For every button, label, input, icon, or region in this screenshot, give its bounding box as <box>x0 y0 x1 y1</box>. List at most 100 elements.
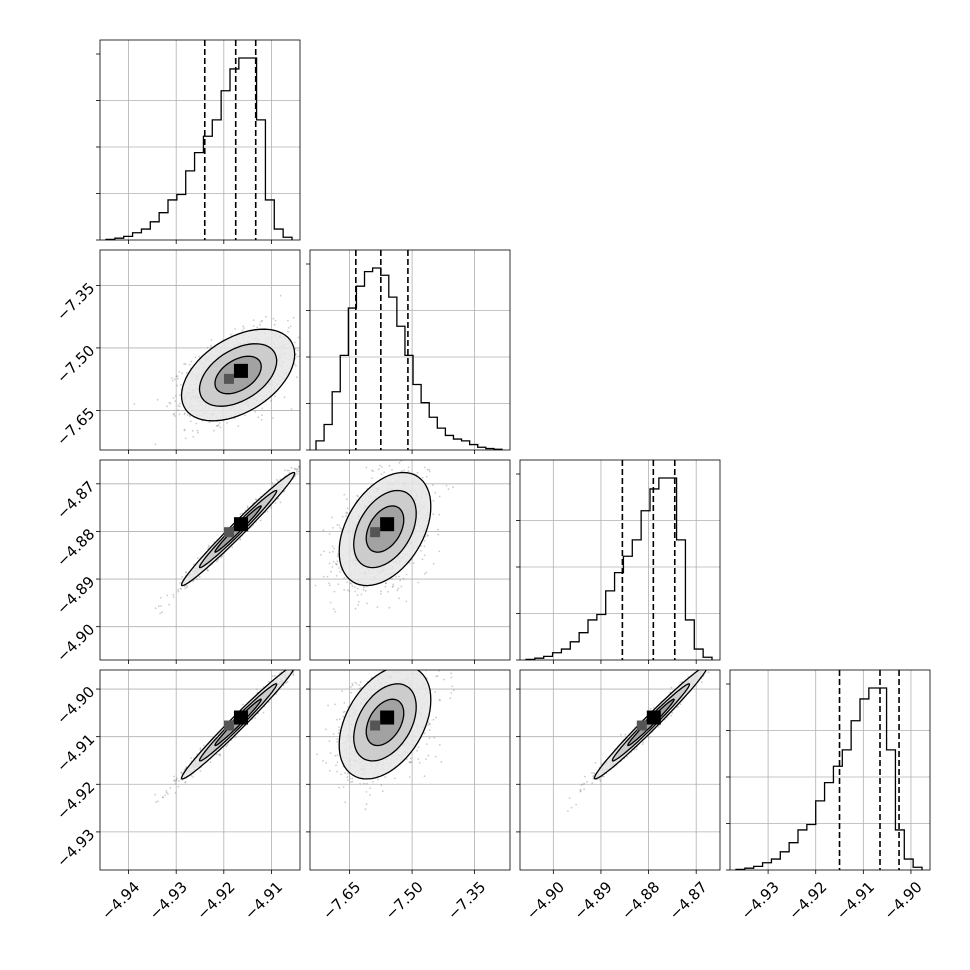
sample-point <box>346 498 348 501</box>
sample-point <box>242 325 245 328</box>
sample-point <box>168 603 171 606</box>
sample-point <box>287 319 289 322</box>
sample-point <box>287 330 289 333</box>
sample-point <box>288 469 290 472</box>
sample-point <box>185 571 187 574</box>
sample-point <box>379 592 382 595</box>
sample-point <box>261 407 264 410</box>
sample-point <box>186 586 188 589</box>
sample-point <box>159 596 162 599</box>
sample-point <box>447 488 450 491</box>
sample-point <box>171 379 174 382</box>
sample-point <box>303 463 305 465</box>
sample-point <box>169 402 172 405</box>
sample-point <box>177 409 179 412</box>
sample-point <box>423 540 426 542</box>
density-peak <box>233 363 248 378</box>
sample-point <box>391 577 393 580</box>
sample-point <box>279 501 282 504</box>
sample-point <box>371 469 373 472</box>
sample-point <box>190 360 193 363</box>
sample-point <box>331 566 334 568</box>
sample-point <box>172 593 175 596</box>
sample-point <box>177 377 179 380</box>
sample-point <box>217 558 220 561</box>
sample-point <box>388 606 391 609</box>
sample-point <box>178 370 181 373</box>
sample-point <box>274 502 277 504</box>
sample-point <box>162 796 165 799</box>
scatter-points <box>154 667 299 803</box>
sample-point <box>438 550 441 553</box>
sample-point <box>336 563 338 565</box>
sample-point <box>384 585 387 588</box>
sample-point <box>407 470 410 473</box>
sample-point <box>336 523 339 526</box>
sample-point <box>154 443 157 446</box>
sample-point <box>179 587 182 590</box>
sample-point <box>353 586 356 588</box>
sample-point <box>168 401 171 404</box>
sample-point <box>177 785 180 788</box>
y-tick-label: −4.87 <box>53 477 98 522</box>
sample-point <box>176 384 179 387</box>
sample-point <box>208 421 211 423</box>
scatter-panel-0-1: −7.65−7.50−7.35 <box>53 249 322 454</box>
sample-point <box>156 398 159 401</box>
sample-point <box>176 375 179 377</box>
sample-point <box>273 323 276 326</box>
sample-point <box>281 667 283 669</box>
sample-point <box>384 582 387 585</box>
sample-point <box>270 507 273 509</box>
sample-point <box>314 584 317 587</box>
sample-point <box>302 468 304 470</box>
sample-point <box>320 336 322 338</box>
sample-point <box>233 417 236 420</box>
sample-point <box>314 349 316 351</box>
sample-point <box>296 472 299 475</box>
sample-point <box>274 395 276 398</box>
y-tick-label: −7.50 <box>53 342 98 387</box>
sample-point <box>326 575 329 578</box>
density-cell <box>223 527 234 538</box>
sample-point <box>423 554 426 557</box>
sample-point <box>311 450 313 452</box>
sample-point <box>328 562 331 565</box>
sample-point <box>426 534 429 536</box>
sample-point <box>271 675 274 678</box>
sample-point <box>184 781 187 783</box>
sample-point <box>296 349 299 352</box>
sample-point <box>295 470 298 473</box>
sample-point <box>297 465 300 468</box>
sample-point <box>423 545 426 548</box>
sample-point <box>309 455 311 457</box>
sample-point <box>385 582 387 585</box>
sample-point <box>189 415 191 418</box>
sample-point <box>279 294 282 297</box>
sample-point <box>333 590 336 593</box>
density-peak <box>380 517 395 532</box>
sample-point <box>193 563 195 566</box>
sample-point <box>226 421 228 424</box>
sample-point <box>179 383 182 386</box>
sample-point <box>331 526 334 529</box>
sample-point <box>179 582 181 584</box>
sample-point <box>332 608 335 610</box>
sample-point <box>337 583 340 586</box>
sample-point <box>173 412 176 415</box>
sample-point <box>181 372 184 375</box>
sample-point <box>294 347 297 350</box>
sample-point <box>172 596 175 598</box>
sample-point <box>180 772 183 775</box>
sample-point <box>339 571 341 573</box>
sample-point <box>133 403 136 405</box>
sample-point <box>377 468 380 471</box>
sample-point <box>357 604 360 606</box>
sample-point <box>237 425 240 427</box>
sample-point <box>192 435 195 438</box>
sample-point <box>169 787 172 789</box>
sample-point <box>173 775 175 778</box>
scatter-points <box>154 450 313 615</box>
sample-point <box>301 346 303 348</box>
